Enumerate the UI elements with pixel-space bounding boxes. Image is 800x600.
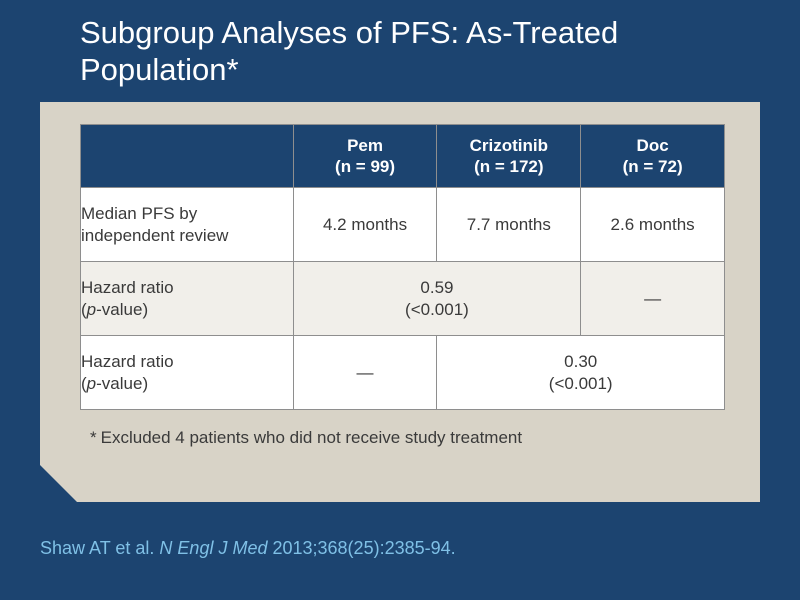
row-label-line1: Median PFS by [81,203,198,223]
cell-doc-median: 2.6 months [580,187,725,262]
header-crizotinib-n: (n = 172) [474,157,544,176]
slide-title-line2: Population* [80,52,239,87]
citation-journal: N Engl J Med [159,538,268,558]
table-row-median-pfs: Median PFS by independent review 4.2 mon… [80,187,725,262]
cell-hazard-ratio-crizotinib-doc: 0.30 (<0.001) [436,335,725,410]
cell-hazard-ratio-doc-empty: — [580,261,725,336]
header-pem-n: (n = 99) [335,157,396,176]
row-label-line2: independent review [81,225,229,245]
header-crizotinib: Crizotinib (n = 172) [436,124,582,188]
row-label-hazard-ratio-1: Hazard ratio (p-value) [80,261,294,336]
citation: Shaw AT et al. N Engl J Med 2013;368(25)… [40,538,456,559]
table-row-hazard-ratio-1: Hazard ratio (p-value) 0.59 (<0.001) — [80,261,725,336]
content-panel: Pem (n = 99) Crizotinib (n = 172) Doc (n… [40,102,760,502]
slide-title-line1: Subgroup Analyses of PFS: As-Treated [80,15,619,50]
row-label-hazard-ratio-2: Hazard ratio (p-value) [80,335,294,410]
p-value: (<0.001) [405,299,469,319]
row-label-line1: Hazard ratio [81,277,174,297]
header-pem: Pem (n = 99) [292,124,438,188]
cell-hazard-ratio-pem-crizotinib: 0.59 (<0.001) [292,261,582,336]
row-label-prefix: ( [81,299,87,319]
row-label-italic-p: p [86,299,97,319]
header-doc: Doc (n = 72) [580,124,725,188]
footnote-asterisk: * [90,428,97,447]
hazard-ratio-value: 0.30 [564,351,598,371]
header-empty-cell [80,124,294,188]
header-doc-name: Doc [636,136,669,155]
row-label-prefix: ( [81,373,87,393]
header-doc-n: (n = 72) [622,157,683,176]
p-value: (<0.001) [548,373,613,393]
hazard-ratio-value: 0.59 [420,277,454,297]
table-header-row: Pem (n = 99) Crizotinib (n = 172) Doc (n… [80,124,725,188]
pfs-table: Pem (n = 99) Crizotinib (n = 172) Doc (n… [80,124,725,410]
row-label-suffix: -value) [96,373,149,393]
row-label-median-pfs: Median PFS by independent review [80,187,294,262]
row-label-suffix: -value) [96,299,149,319]
cell-pem-median: 4.2 months [292,187,438,262]
table-row-hazard-ratio-2: Hazard ratio (p-value) — 0.30 (<0.001) [80,335,725,410]
footnote: * Excluded 4 patients who did not receive… [90,428,522,448]
footnote-text: Excluded 4 patients who did not receive … [100,428,523,447]
header-pem-name: Pem [347,136,383,155]
cell-hazard-ratio-pem-empty: — [292,335,438,410]
row-label-italic-p: p [86,373,97,393]
citation-details: 2013;368(25):2385-94. [272,538,456,558]
cell-crizotinib-median: 7.7 months [436,187,582,262]
slide-title: Subgroup Analyses of PFS: As-Treated Pop… [80,14,720,88]
row-label-line1: Hazard ratio [81,351,174,371]
header-crizotinib-name: Crizotinib [469,136,548,155]
citation-authors: Shaw AT et al. [40,538,155,558]
